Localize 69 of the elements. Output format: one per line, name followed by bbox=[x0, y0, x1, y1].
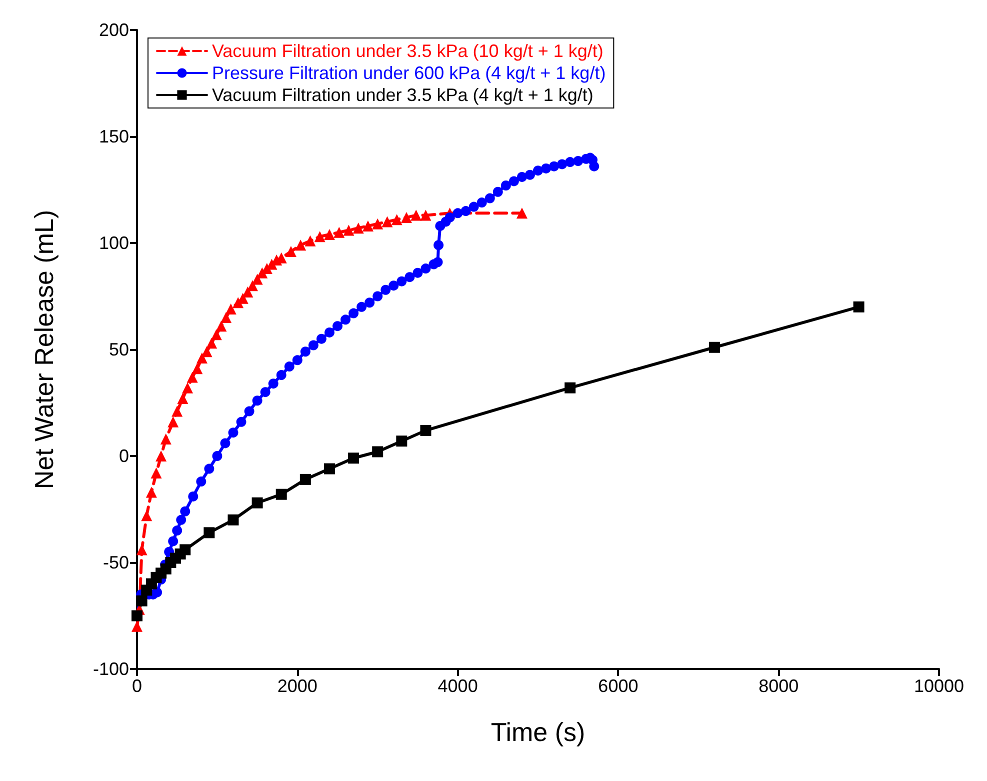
point bbox=[210, 329, 222, 340]
y-tick-label: 200 bbox=[98, 20, 129, 40]
y-axis-title: Net Water Release (mL) bbox=[29, 210, 59, 490]
point bbox=[192, 363, 203, 374]
point bbox=[136, 595, 148, 606]
point bbox=[141, 510, 152, 522]
point bbox=[396, 436, 408, 447]
legend-label: Pressure Filtration under 600 kPa (4 kg/t + 1 kg/t) bbox=[212, 63, 606, 83]
x-tick-label: 4000 bbox=[438, 676, 478, 696]
point bbox=[295, 240, 306, 251]
point bbox=[516, 208, 528, 219]
point bbox=[160, 433, 172, 444]
point bbox=[201, 346, 212, 358]
point bbox=[132, 620, 142, 632]
point bbox=[186, 372, 198, 383]
y-tick-label: 0 bbox=[118, 446, 129, 466]
point bbox=[172, 406, 183, 417]
y-tick-label: -50 bbox=[102, 552, 129, 572]
point bbox=[225, 304, 236, 315]
point bbox=[146, 486, 157, 498]
point bbox=[348, 452, 360, 464]
y-tick-label: 50 bbox=[108, 340, 129, 360]
x-axis-title: Time (s) bbox=[490, 717, 586, 747]
point bbox=[204, 527, 215, 538]
point bbox=[410, 210, 422, 221]
point bbox=[343, 224, 354, 236]
point bbox=[334, 226, 345, 238]
legend-label: Vacuum Filtration under 3.5 kPa (10 kg/t + 1 kg/t) bbox=[212, 41, 604, 61]
point bbox=[420, 210, 432, 221]
point bbox=[168, 416, 179, 428]
y-tick-label: -100 bbox=[92, 659, 129, 679]
y-tick-label: 150 bbox=[98, 126, 129, 146]
point bbox=[708, 342, 720, 353]
point bbox=[180, 544, 191, 556]
point bbox=[206, 338, 218, 349]
x-tick-label: 8000 bbox=[758, 676, 799, 696]
point bbox=[276, 488, 287, 500]
point bbox=[220, 312, 232, 324]
point bbox=[420, 424, 432, 436]
point bbox=[300, 474, 311, 485]
point bbox=[853, 301, 864, 312]
x-tick-label: 2000 bbox=[277, 676, 318, 696]
legend-label: Vacuum Filtration under 3.5 kPa (4 kg/t + 1 kg/t) bbox=[212, 85, 594, 105]
point bbox=[400, 212, 412, 223]
point bbox=[182, 382, 194, 394]
point bbox=[362, 220, 374, 232]
point bbox=[372, 218, 384, 230]
point bbox=[285, 246, 296, 258]
point bbox=[228, 514, 239, 526]
point bbox=[324, 463, 335, 474]
point bbox=[304, 235, 316, 246]
x-tick-label: 0 bbox=[132, 676, 142, 696]
point bbox=[382, 216, 393, 228]
x-tick-label: 6000 bbox=[598, 676, 638, 696]
point bbox=[242, 286, 254, 298]
y-tick-label: 100 bbox=[98, 233, 129, 253]
point bbox=[216, 320, 227, 332]
x-tick-label: 10000 bbox=[914, 676, 964, 696]
point bbox=[324, 228, 335, 240]
point bbox=[177, 392, 188, 404]
point bbox=[252, 497, 263, 508]
point bbox=[314, 231, 326, 242]
point bbox=[564, 382, 576, 394]
point bbox=[372, 446, 384, 458]
point bbox=[391, 214, 402, 226]
point bbox=[196, 352, 208, 364]
point bbox=[352, 222, 364, 234]
point bbox=[156, 450, 167, 462]
point bbox=[150, 468, 162, 479]
